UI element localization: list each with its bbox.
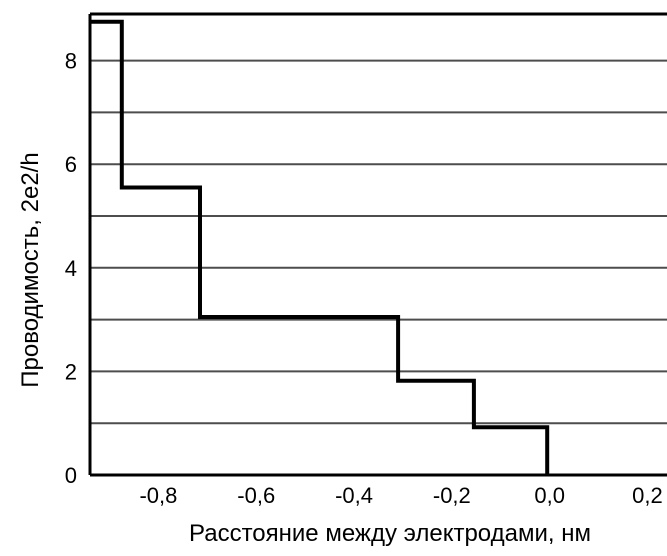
x-tick-label: 0,0 [534, 483, 565, 508]
x-tick-label: -0,8 [139, 483, 177, 508]
grid-lines [90, 59, 667, 425]
y-tick-label: 2 [65, 359, 77, 384]
x-tick-labels: -0,8 -0,6 -0,4 -0,2 0,0 0,2 [139, 483, 662, 508]
y-tick-label: 0 [65, 463, 77, 488]
x-axis-title: Расстояние между электродами, нм [189, 520, 591, 547]
y-tick-label: 4 [65, 256, 77, 281]
axes [88, 12, 667, 477]
y-tick-labels: 0 2 4 6 8 [65, 49, 77, 488]
series-layer [90, 19, 550, 475]
x-tick-label: -0,2 [433, 483, 471, 508]
y-axis-title: Проводимость, 2e2/h [17, 152, 44, 387]
x-tick-label: 0,2 [632, 483, 663, 508]
x-tick-label: -0,4 [335, 483, 373, 508]
series-line-0 [90, 19, 550, 475]
x-tick-label: -0,6 [237, 483, 275, 508]
y-tick-label: 8 [65, 49, 77, 74]
y-tick-label: 6 [65, 152, 77, 177]
